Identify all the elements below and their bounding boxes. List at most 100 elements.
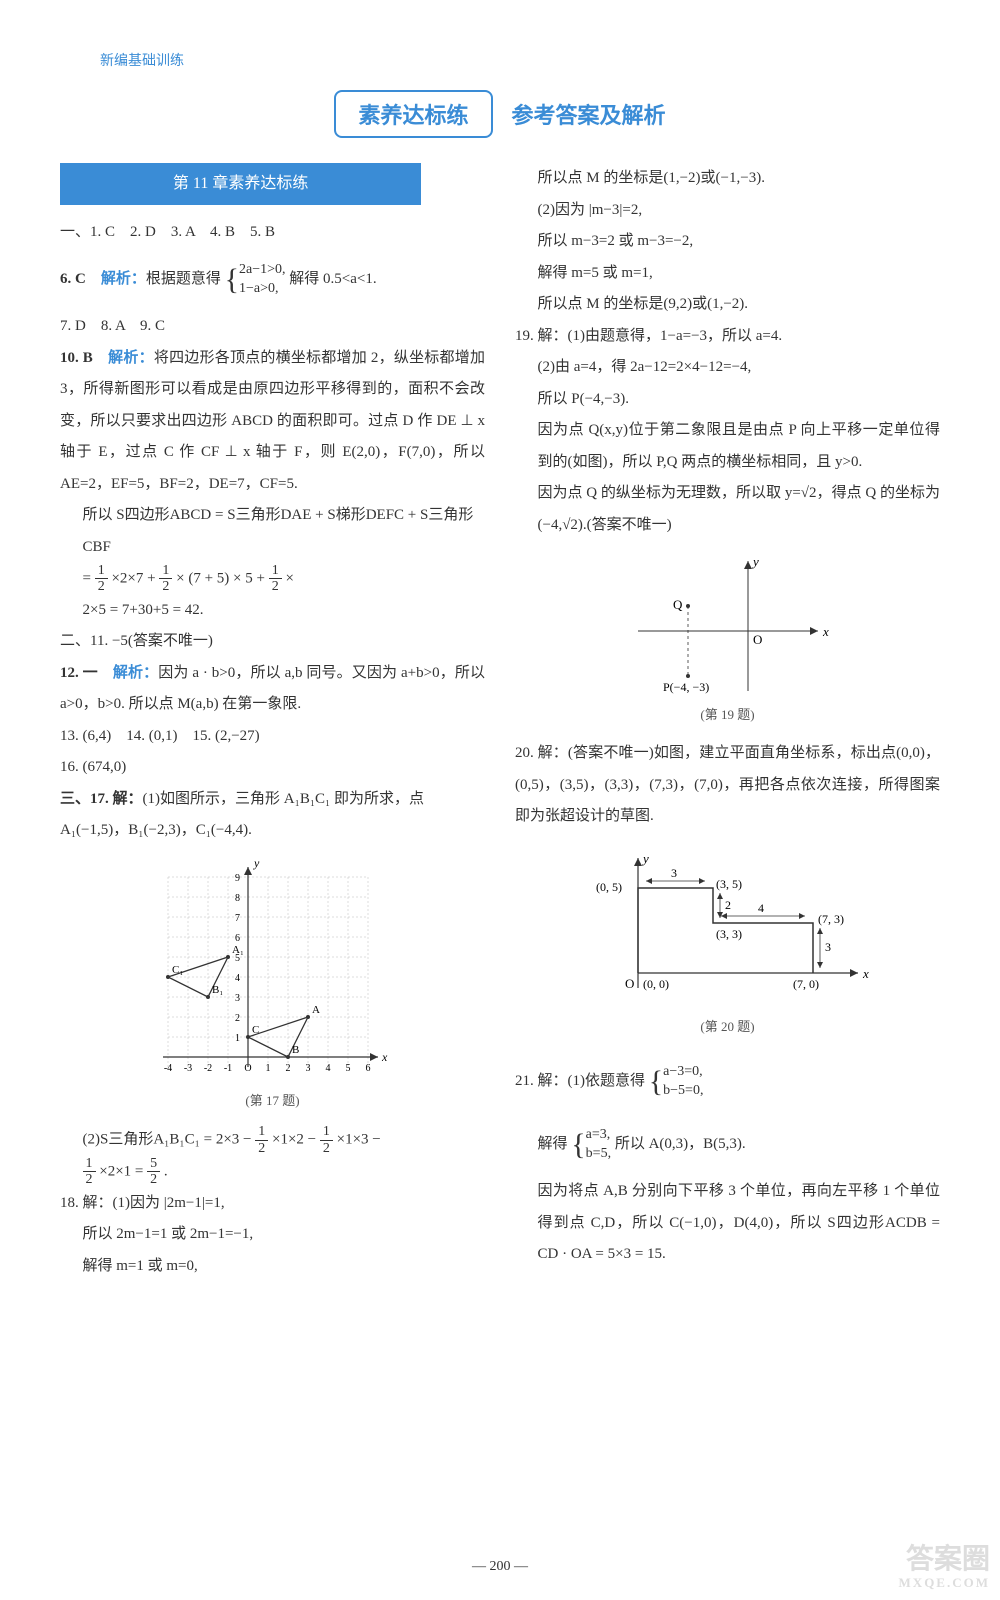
svg-text:x: x (822, 624, 829, 639)
svg-text:O: O (244, 1063, 251, 1074)
section-heading: 第 11 章素养达标练 (60, 163, 421, 205)
svg-text:O: O (625, 976, 634, 991)
q6-cond1: 2a−1>0, (239, 262, 286, 277)
r5: 所以点 M 的坐标是(9,2)或(1,−2). (515, 289, 940, 321)
q6-num: 6. C (60, 271, 101, 287)
svg-text:(3, 3): (3, 3) (716, 927, 742, 941)
svg-text:(3, 5): (3, 5) (716, 877, 742, 891)
fig19-caption: (第 19 题) (515, 701, 940, 728)
figure-20: 3 4 2 3 (0, 5) (3, 5) (3, 3) (7, 3) (0, … (515, 843, 940, 1040)
q18-1: 18. 解：(1)因为 |2m−1|=1, (60, 1188, 485, 1220)
svg-text:B: B (292, 1044, 299, 1056)
q10-eq2: = 12 ×2×7 + 12 × (7 + 5) × 5 + 12 × (60, 563, 485, 595)
figure-19: Q O x y P(−4, −3) (第 19 题) (515, 551, 940, 728)
svg-text:2: 2 (725, 898, 731, 912)
line-6: 6. C 解析：根据题意得 { 2a−1>0, 1−a>0, 解得 0.5<a<… (60, 248, 485, 311)
svg-text:1: 1 (235, 1033, 240, 1044)
svg-text:A₁: A₁ (232, 944, 244, 956)
title-boxed: 素养达标练 (334, 90, 492, 138)
svg-text:-4: -4 (163, 1063, 171, 1074)
svg-text:9: 9 (235, 873, 240, 884)
q13-15: 13. (6,4) 14. (0,1) 15. (2,−27) (60, 721, 485, 753)
svg-text:O: O (753, 632, 762, 647)
svg-text:A: A (312, 1004, 320, 1016)
svg-text:(7, 0): (7, 0) (793, 977, 819, 991)
q10-body: 将四边形各顶点的横坐标都增加 2，纵坐标都增加 3，所得新图形可以看成是由原四边… (60, 350, 485, 492)
right-column: 所以点 M 的坐标是(1,−2)或(−1,−3). (2)因为 |m−3|=2,… (515, 163, 940, 1282)
svg-text:3: 3 (305, 1063, 310, 1074)
r2: (2)因为 |m−3|=2, (515, 195, 940, 227)
q20: 20. 解：(答案不唯一)如图，建立平面直角坐标系，标出点(0,0)，(0,5)… (515, 738, 940, 833)
page-number: — 200 — (0, 1559, 1000, 1575)
svg-text:C: C (252, 1024, 259, 1036)
brace-icon: { (571, 1128, 585, 1161)
svg-text:Q: Q (673, 597, 683, 612)
q10: 10. B 解析：将四边形各顶点的横坐标都增加 2，纵坐标都增加 3，所得新图形… (60, 343, 485, 501)
eq-start: = (83, 570, 95, 586)
svg-text:C₁: C₁ (172, 964, 183, 976)
q17-part2: (2)S三角形A₁B₁C₁ = 2×3 − 12 ×1×2 − 12 ×1×3 … (60, 1124, 485, 1156)
watermark: 答案圈 MXQE.COM (899, 1545, 990, 1590)
q10-num: 10. B (60, 350, 108, 366)
q11: 二、11. −5(答案不唯一) (60, 626, 485, 658)
svg-text:7: 7 (235, 913, 240, 924)
book-header: 新编基础训练 (60, 50, 940, 70)
q10-eq3: 2×5 = 7+30+5 = 42. (60, 595, 485, 627)
q6-text: 根据题意得 (146, 271, 221, 287)
svg-text:2: 2 (235, 1013, 240, 1024)
fig17-caption: (第 17 题) (60, 1087, 485, 1114)
q6-cond2: 1−a>0, (239, 281, 279, 296)
brace-icon: { (225, 263, 239, 296)
svg-text:4: 4 (235, 973, 240, 984)
content-columns: 第 11 章素养达标练 一、1. C 2. D 3. A 4. B 5. B 6… (60, 163, 940, 1282)
svg-text:-2: -2 (203, 1063, 211, 1074)
fig20-caption: (第 20 题) (515, 1013, 940, 1040)
q19-1: 19. 解：(1)由题意得，1−a=−3，所以 a=4. (515, 321, 940, 353)
q18-3: 解得 m=1 或 m=0, (60, 1251, 485, 1283)
q6-label: 解析： (101, 271, 146, 287)
q19-3: 所以 P(−4,−3). (515, 384, 940, 416)
svg-text:8: 8 (235, 893, 240, 904)
q19-5: 因为点 Q 的纵坐标为无理数，所以取 y=√2，得点 Q 的坐标为(−4,√2)… (515, 478, 940, 541)
svg-text:x: x (381, 1050, 388, 1064)
svg-text:y: y (751, 554, 759, 569)
svg-text:6: 6 (365, 1063, 370, 1074)
q16: 16. (674,0) (60, 752, 485, 784)
left-column: 第 11 章素养达标练 一、1. C 2. D 3. A 4. B 5. B 6… (60, 163, 485, 1282)
svg-text:3: 3 (825, 940, 831, 954)
page-title-row: 素养达标练 参考答案及解析 (60, 90, 940, 138)
svg-text:(7, 3): (7, 3) (818, 912, 844, 926)
brace-icon: { (649, 1065, 663, 1098)
r4: 解得 m=5 或 m=1, (515, 258, 940, 290)
svg-text:y: y (253, 857, 260, 870)
svg-text:-3: -3 (183, 1063, 191, 1074)
q21-3: 因为将点 A,B 分别向下平移 3 个单位，再向左平移 1 个单位得到点 C,D… (515, 1176, 940, 1271)
line-7-9: 7. D 8. A 9. C (60, 311, 485, 343)
q12: 12. 一 解析：因为 a · b>0，所以 a,b 同号。又因为 a+b>0，… (60, 658, 485, 721)
svg-text:x: x (862, 966, 869, 981)
svg-text:P(−4, −3): P(−4, −3) (663, 680, 709, 694)
q10-eq1: 所以 S四边形ABCD = S三角形DAE + S梯形DEFC + S三角形CB… (60, 500, 485, 563)
r3: 所以 m−3=2 或 m−3=−2, (515, 226, 940, 258)
svg-text:y: y (641, 851, 649, 866)
q19-2: (2)由 a=4，得 2a−12=2×4−12=−4, (515, 352, 940, 384)
svg-text:4: 4 (325, 1063, 330, 1074)
svg-text:3: 3 (235, 993, 240, 1004)
svg-text:B₁: B₁ (212, 984, 223, 996)
watermark-text: 答案圈 (899, 1545, 990, 1576)
watermark-url: MXQE.COM (899, 1576, 990, 1590)
svg-text:6: 6 (235, 933, 240, 944)
q19-4: 因为点 Q(x,y)位于第二象限且是由点 P 向上平移一定单位得到的(如图)，所… (515, 415, 940, 478)
svg-text:1: 1 (265, 1063, 270, 1074)
q12-num: 12. 一 (60, 665, 113, 681)
q17-num: 三、17. 解： (60, 791, 143, 807)
svg-text:(0, 5): (0, 5) (596, 880, 622, 894)
svg-text:-1: -1 (223, 1063, 231, 1074)
svg-text:4: 4 (758, 901, 764, 915)
r1: 所以点 M 的坐标是(1,−2)或(−1,−3). (515, 163, 940, 195)
svg-text:2: 2 (285, 1063, 290, 1074)
svg-text:(0, 0): (0, 0) (643, 977, 669, 991)
title-plain: 参考答案及解析 (512, 98, 666, 130)
q6-result: 解得 0.5<a<1. (289, 271, 376, 287)
svg-text:3: 3 (671, 866, 677, 880)
